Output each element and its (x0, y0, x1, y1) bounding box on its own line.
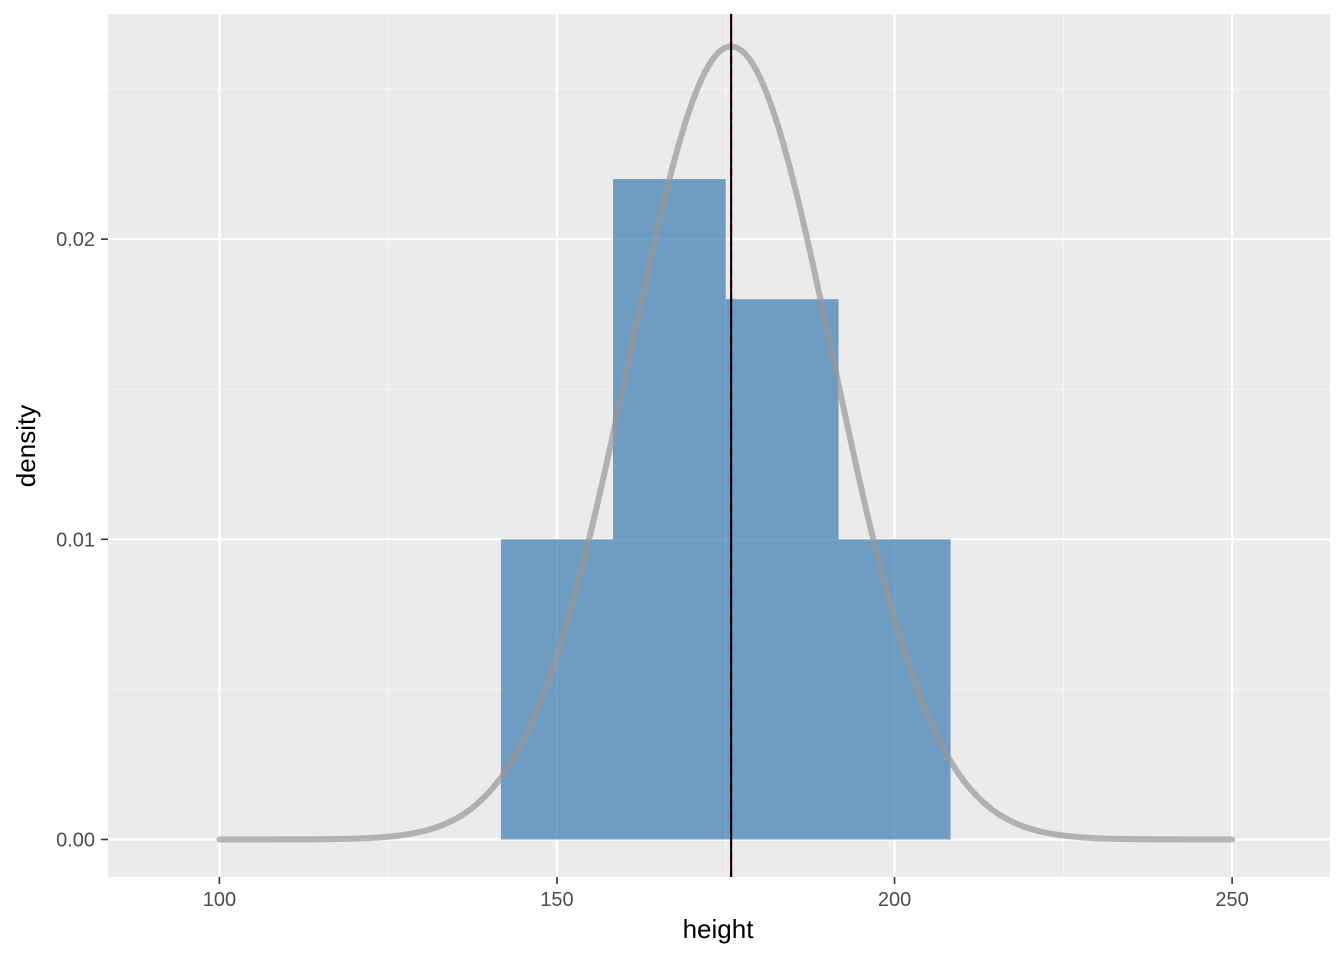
y-tick-label: 0.02 (56, 229, 95, 251)
histogram-bar (725, 299, 839, 840)
y-tick-label: 0.00 (56, 829, 95, 851)
histogram-bar (500, 539, 614, 840)
histogram-bars (500, 179, 951, 840)
x-tick-label: 150 (540, 889, 573, 911)
x-tick-label: 200 (878, 889, 911, 911)
density-curve-layer (216, 43, 1236, 843)
x-tick-label: 100 (203, 889, 236, 911)
histogram-bar (838, 539, 951, 840)
density-curve (216, 43, 1236, 843)
x-axis-title: height (683, 914, 755, 944)
y-tick-label: 0.01 (56, 529, 95, 551)
histogram-bar (613, 179, 726, 840)
y-axis: 0.00 0.01 0.02 (56, 229, 108, 851)
x-axis: 100 150 200 250 (203, 877, 1249, 911)
x-tick-label: 250 (1215, 889, 1248, 911)
y-axis-title: density (11, 405, 41, 487)
